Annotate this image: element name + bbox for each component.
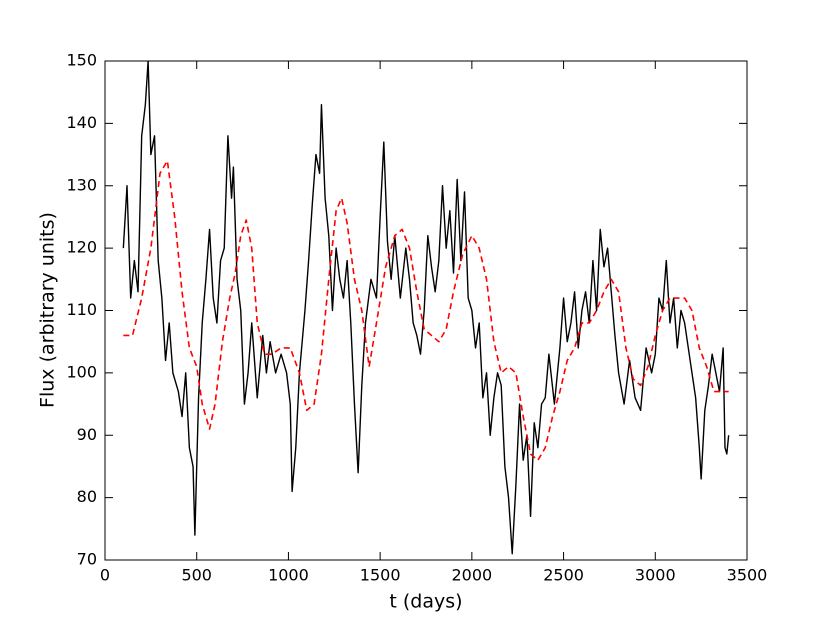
y-tick-label: 150 xyxy=(66,51,97,70)
plot-frame xyxy=(104,60,748,561)
x-tick-label: 3000 xyxy=(635,566,676,585)
y-tick-label: 90 xyxy=(77,425,97,444)
y-tick-label: 100 xyxy=(66,362,97,381)
y-tick-label: 80 xyxy=(77,487,97,506)
data-line xyxy=(123,160,729,461)
x-tick-label: 2000 xyxy=(451,566,492,585)
x-tick-label: 0 xyxy=(100,566,110,585)
x-tick-label: 2500 xyxy=(543,566,584,585)
data-line xyxy=(122,61,730,555)
y-tick-label: 70 xyxy=(77,550,97,569)
y-tick-label: 140 xyxy=(66,113,97,132)
y-tick-label: 130 xyxy=(66,175,97,194)
y-tick-label: 120 xyxy=(66,238,97,257)
x-tick-label: 1000 xyxy=(268,566,309,585)
x-tick-label: 3500 xyxy=(727,566,768,585)
x-tick-label: 500 xyxy=(181,566,212,585)
x-tick-label: 1500 xyxy=(360,566,401,585)
y-tick-label: 110 xyxy=(66,300,97,319)
y-axis-label: Flux (arbitrary units) xyxy=(37,212,59,408)
x-axis-label: t (days) xyxy=(389,591,462,613)
